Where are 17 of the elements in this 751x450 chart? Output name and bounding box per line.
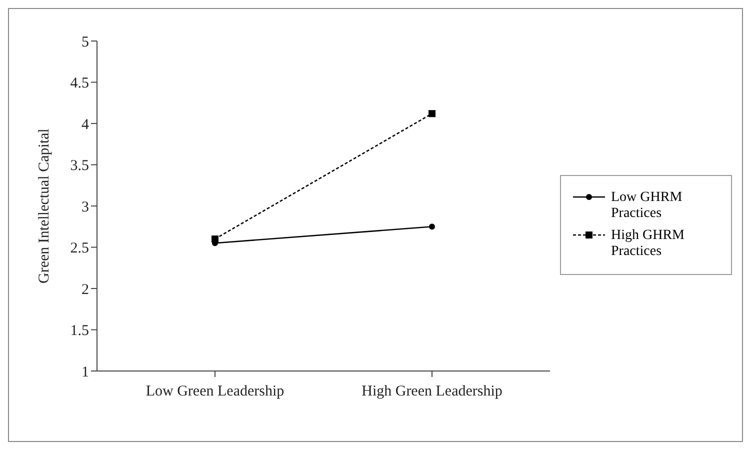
legend-label: Low GHRM Practices bbox=[611, 190, 684, 222]
y-tick-label: 4 bbox=[82, 116, 90, 133]
point bbox=[428, 110, 436, 118]
y-tick-label: 4.5 bbox=[70, 76, 89, 92]
legend-label: High GHRM Practices bbox=[611, 228, 686, 260]
y-tick-label: 2 bbox=[82, 282, 89, 298]
y-tick-label: 1 bbox=[82, 364, 89, 380]
x-tick-label: Low Green Leadership bbox=[146, 384, 284, 400]
y-tick-label: 2.5 bbox=[70, 240, 89, 257]
y-axis-title: Green Intellectual Capital bbox=[36, 128, 52, 284]
y-tick-label: 1.5 bbox=[70, 323, 89, 340]
y-tick-label: 3 bbox=[82, 199, 89, 216]
point bbox=[212, 236, 218, 242]
point bbox=[429, 224, 435, 230]
x-tick-label: High Green Leadership bbox=[362, 384, 502, 400]
y-tick-label: 3.5 bbox=[70, 158, 89, 174]
y-tick-label: 5 bbox=[82, 34, 89, 50]
